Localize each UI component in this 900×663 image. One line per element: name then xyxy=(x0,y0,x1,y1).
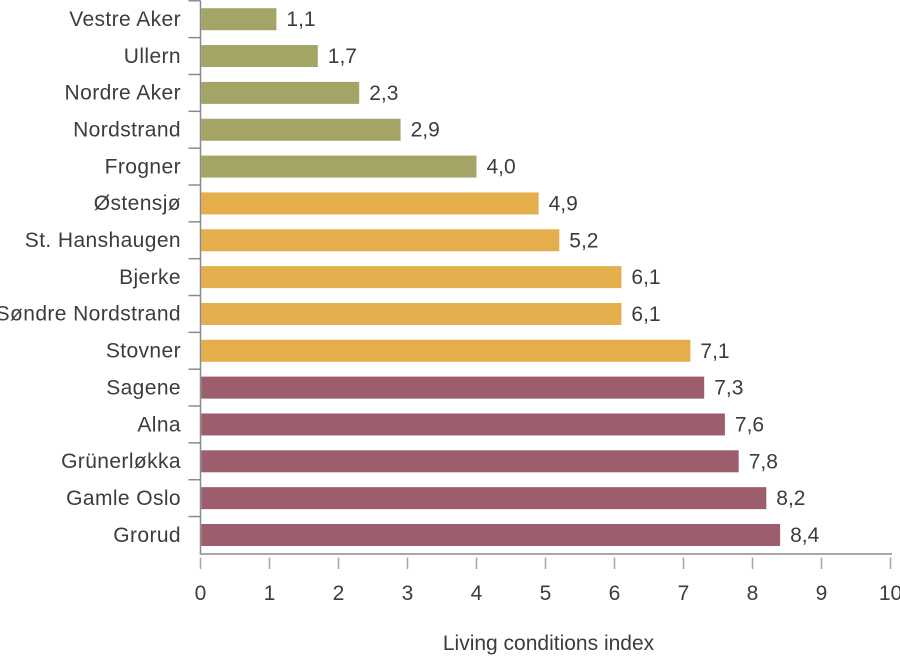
svg-text:Frogner: Frogner xyxy=(105,155,181,178)
svg-text:7,8: 7,8 xyxy=(749,450,778,473)
svg-text:St. Hanshaugen: St. Hanshaugen xyxy=(25,229,181,252)
svg-text:6,1: 6,1 xyxy=(631,303,660,326)
svg-text:2,9: 2,9 xyxy=(411,119,440,142)
svg-text:Søndre Nordstrand: Søndre Nordstrand xyxy=(0,303,181,326)
svg-text:1,1: 1,1 xyxy=(286,8,315,31)
svg-text:7: 7 xyxy=(678,582,690,605)
svg-text:Østensjø: Østensjø xyxy=(94,192,181,215)
svg-text:Grorud: Grorud xyxy=(113,524,181,547)
svg-text:7,3: 7,3 xyxy=(714,377,743,400)
svg-text:4: 4 xyxy=(471,582,483,605)
svg-text:Living conditions index: Living conditions index xyxy=(443,632,655,655)
svg-text:1: 1 xyxy=(264,582,276,605)
svg-text:9: 9 xyxy=(816,582,828,605)
svg-text:5,2: 5,2 xyxy=(569,229,598,252)
svg-text:Nordstrand: Nordstrand xyxy=(73,119,181,142)
svg-text:Stovner: Stovner xyxy=(106,340,181,363)
svg-text:Ullern: Ullern xyxy=(124,45,181,68)
svg-text:3: 3 xyxy=(402,582,414,605)
svg-text:8: 8 xyxy=(747,582,759,605)
svg-text:8,4: 8,4 xyxy=(790,524,820,547)
svg-text:4,9: 4,9 xyxy=(549,192,578,215)
svg-text:Nordre Aker: Nordre Aker xyxy=(65,82,181,105)
svg-text:10: 10 xyxy=(879,582,900,605)
svg-text:0: 0 xyxy=(195,582,207,605)
svg-text:8,2: 8,2 xyxy=(776,487,805,510)
svg-text:2,3: 2,3 xyxy=(369,82,398,105)
svg-text:Grünerløkka: Grünerløkka xyxy=(61,450,181,473)
svg-text:1,7: 1,7 xyxy=(328,45,357,68)
svg-text:Sagene: Sagene xyxy=(106,376,181,399)
svg-text:6,1: 6,1 xyxy=(631,266,660,289)
svg-text:5: 5 xyxy=(540,582,552,605)
svg-text:7,1: 7,1 xyxy=(700,340,729,363)
svg-text:Bjerke: Bjerke xyxy=(119,266,181,289)
svg-text:2: 2 xyxy=(333,582,345,605)
svg-text:Gamle Oslo: Gamle Oslo xyxy=(66,487,181,510)
svg-text:Alna: Alna xyxy=(137,413,181,436)
svg-text:Vestre Aker: Vestre Aker xyxy=(69,8,181,31)
svg-text:6: 6 xyxy=(609,582,621,605)
svg-text:4,0: 4,0 xyxy=(487,156,516,179)
svg-text:7,6: 7,6 xyxy=(735,414,764,437)
